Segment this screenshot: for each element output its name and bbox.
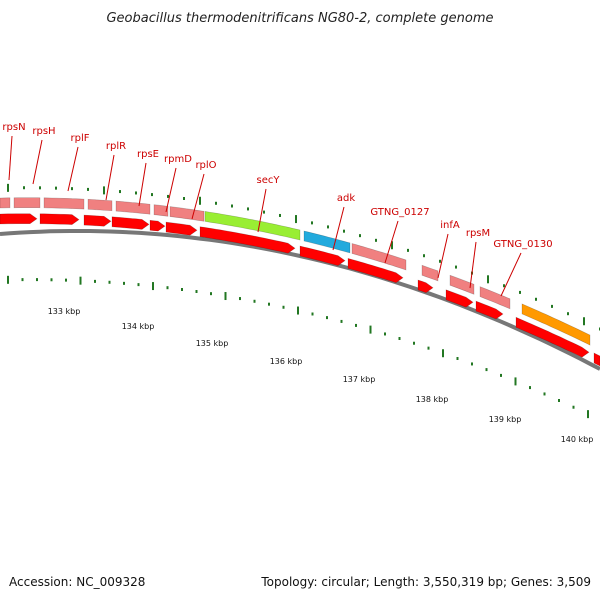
gene-rpsH: [13, 197, 41, 209]
gene-rplR: [87, 198, 113, 212]
gene-infA: [421, 264, 439, 282]
label-leader: [32, 139, 43, 185]
scale-label: 138 kbp: [416, 395, 449, 404]
gene-orange: [521, 303, 591, 346]
label-leader: [191, 173, 205, 220]
label-leader: [332, 206, 345, 251]
forward-gene-arrow: [199, 226, 296, 254]
accession-text: Accession: NC_009328: [9, 575, 146, 589]
gene-rpsE: [115, 200, 151, 215]
gene-label-rplF: rplF: [71, 133, 90, 144]
gene-rpmD: [153, 204, 169, 217]
gene-label-infA: infA: [440, 220, 460, 231]
forward-gene-arrow: [39, 213, 80, 225]
scale-label: 134 kbp: [122, 322, 155, 331]
label-leader: [469, 241, 477, 289]
scale-label: 139 kbp: [489, 415, 522, 424]
gene-rpsN: [0, 197, 11, 209]
gene-rpsM: [449, 274, 475, 295]
gene-GTNG_0127: [351, 243, 407, 271]
forward-gene-arrow: [83, 214, 112, 227]
forward-gene-arrow: [299, 245, 346, 266]
genome-summary: Topology: circular; Length: 3,550,319 bp…: [261, 575, 591, 589]
gene-label-rpsN: rpsN: [2, 122, 25, 133]
label-leader: [257, 188, 267, 233]
gene-secY: [204, 211, 301, 241]
gene-rplF: [43, 197, 85, 210]
label-leader: [8, 135, 13, 181]
gene-label-rplO: rplO: [195, 160, 216, 171]
gene-label-rpsM: rpsM: [466, 228, 490, 239]
forward-gene-arrow: [515, 316, 590, 358]
label-leader: [500, 252, 522, 297]
gene-rplO: [169, 206, 205, 222]
label-leader: [384, 220, 399, 264]
label-leader: [67, 146, 79, 192]
forward-gene-arrow: [475, 300, 504, 320]
forward-gene-arrow: [0, 213, 38, 225]
scale-label: 140 kbp: [561, 435, 594, 444]
gene-label-GTNG_0127: GTNG_0127: [370, 207, 429, 218]
label-leader: [165, 167, 177, 213]
forward-gene-arrow: [347, 258, 404, 284]
gene-GTNG_0130: [479, 286, 511, 310]
gene-label-adk: adk: [337, 193, 355, 204]
gene-adk: [303, 230, 351, 254]
label-leader: [138, 162, 147, 207]
forward-gene-arrow: [417, 279, 434, 294]
label-leader: [437, 233, 449, 279]
scale-label: 133 kbp: [48, 307, 81, 316]
label-leader: [105, 154, 115, 201]
forward-gene-arrow: [593, 352, 600, 367]
map-title: Geobacillus thermodenitrificans NG80-2, …: [106, 11, 494, 26]
gene-label-rpsE: rpsE: [137, 149, 159, 160]
forward-gene-arrow: [445, 289, 474, 308]
gene-label-rpsH: rpsH: [32, 126, 55, 137]
forward-gene-arrow: [149, 219, 166, 232]
scale-label: 136 kbp: [270, 357, 303, 366]
gene-label-rpmD: rpmD: [164, 154, 192, 165]
forward-gene-arrow: [111, 216, 150, 230]
forward-gene-arrow: [165, 221, 198, 236]
gene-label-rplR: rplR: [106, 141, 126, 152]
scale-label: 135 kbp: [196, 339, 229, 348]
scale-label: 137 kbp: [343, 375, 376, 384]
gene-label-GTNG_0130: GTNG_0130: [493, 239, 552, 250]
gene-label-secY: secY: [257, 175, 281, 186]
